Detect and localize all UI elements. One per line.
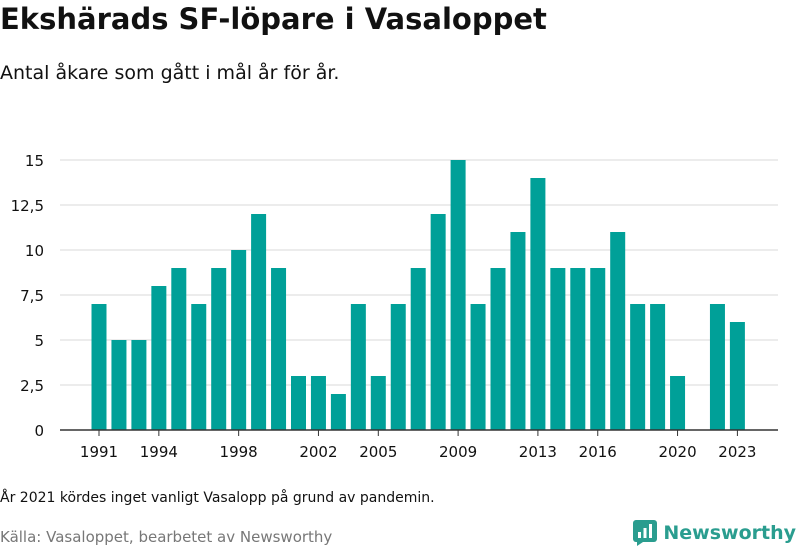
y-axis-ticks: 0 2,5 5 7,5 10 12,5 15 (11, 152, 44, 440)
bar-2008 (430, 214, 446, 430)
bar-2019 (650, 304, 666, 430)
brand-logo[interactable]: Newsworthy (633, 520, 796, 546)
x-tick-label: 2013 (519, 443, 557, 461)
y-tick-label: 15 (25, 152, 44, 170)
bar-2012 (510, 232, 526, 430)
x-tick-label: 2002 (299, 443, 337, 461)
bar-2011 (490, 268, 506, 430)
bar-2016 (590, 268, 606, 430)
x-tick-label: 2009 (439, 443, 477, 461)
y-tick-label: 0 (34, 422, 44, 440)
bar-1998 (231, 250, 247, 430)
bar-2013 (530, 178, 546, 430)
bar-1994 (151, 286, 167, 430)
x-tick-label: 2016 (579, 443, 617, 461)
bar-2003 (330, 394, 346, 430)
bar-1997 (211, 268, 227, 430)
bar-2004 (350, 304, 366, 430)
x-tick-label: 2005 (359, 443, 397, 461)
bar-2017 (610, 232, 626, 430)
bar-2009 (450, 160, 466, 430)
bar-2005 (370, 376, 386, 430)
bar-1992 (111, 340, 127, 430)
newsworthy-logo-icon (633, 520, 658, 546)
chart-footnote: År 2021 kördes inget vanligt Vasalopp på… (0, 490, 435, 506)
bar-2015 (570, 268, 586, 430)
bars (91, 160, 745, 430)
x-tick-label: 1991 (80, 443, 118, 461)
bar-2007 (410, 268, 426, 430)
bar-2018 (630, 304, 646, 430)
y-tick-label: 7,5 (20, 287, 44, 305)
bar-1993 (131, 340, 147, 430)
bar-1999 (251, 214, 267, 430)
bar-1991 (91, 304, 107, 430)
brand-name: Newsworthy (663, 522, 796, 544)
bar-chart: 0 2,5 5 7,5 10 12,5 15 1991 1994 1998 2002 2005 200… (11, 152, 778, 461)
source-credit: Källa: Vasaloppet, bearbetet av Newswort… (0, 528, 333, 546)
x-axis-ticks: 1991 1994 1998 2002 2005 2009 2013 2016 2020 2023 (80, 430, 756, 461)
bar-2006 (390, 304, 406, 430)
bar-2000 (271, 268, 287, 430)
bar-2023 (729, 322, 745, 430)
y-tick-label: 12,5 (11, 197, 44, 215)
bar-2001 (291, 376, 306, 430)
bar-2014 (550, 268, 566, 430)
y-tick-label: 10 (25, 242, 44, 260)
chart-title: Ekshärads SF-löpare i Vasaloppet (0, 2, 547, 36)
bar-2022 (709, 304, 725, 430)
bar-2020 (670, 376, 686, 430)
bar-2002 (310, 376, 326, 430)
y-tick-label: 2,5 (20, 377, 44, 395)
x-tick-label: 2023 (718, 443, 756, 461)
chart-subtitle: Antal åkare som gått i mål år för år. (0, 62, 340, 84)
bar-2010 (470, 304, 486, 430)
x-tick-label: 1994 (140, 443, 178, 461)
bar-1995 (171, 268, 187, 430)
y-tick-label: 5 (34, 332, 44, 350)
bar-1996 (191, 304, 207, 430)
x-tick-label: 1998 (220, 443, 258, 461)
x-tick-label: 2020 (658, 443, 696, 461)
